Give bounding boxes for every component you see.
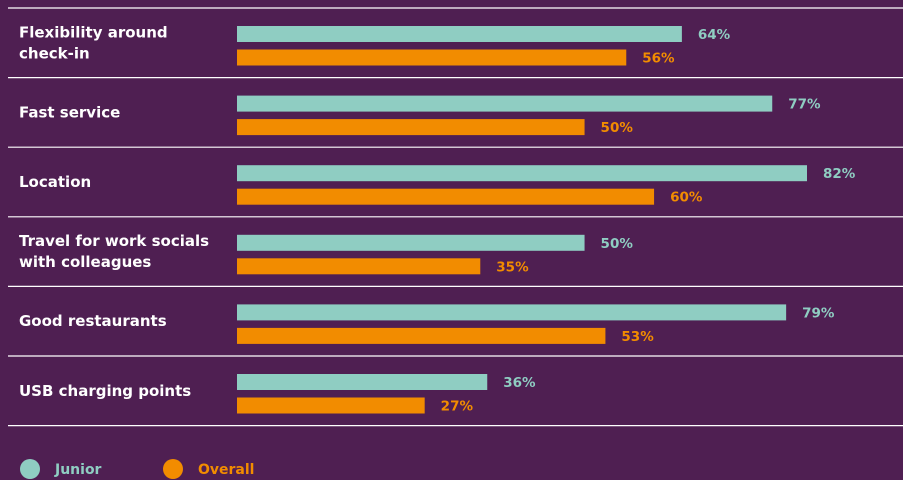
value-label-junior: 50% xyxy=(601,236,634,252)
legend-swatch-overall xyxy=(163,459,183,479)
bar-overall xyxy=(237,119,585,136)
bar-junior xyxy=(237,374,488,390)
value-label-junior: 79% xyxy=(802,305,835,321)
category-label: Location xyxy=(19,173,91,191)
bar-junior xyxy=(237,165,807,182)
category-label: USB charging points xyxy=(19,382,191,400)
bar-junior xyxy=(237,234,585,251)
value-label-junior: 36% xyxy=(503,375,536,391)
value-label-overall: 60% xyxy=(670,190,703,206)
bar-junior xyxy=(237,26,682,42)
bar-overall xyxy=(237,188,655,205)
value-label-overall: 50% xyxy=(601,120,634,136)
bar-overall xyxy=(237,397,425,414)
category-label: Travel for work socials with colleagues xyxy=(19,232,209,271)
value-label-overall: 53% xyxy=(621,329,654,345)
legend-label-overall: Overall xyxy=(198,462,254,478)
category-label: Flexibility around check-in xyxy=(19,23,168,62)
value-label-overall: 35% xyxy=(496,259,529,275)
value-label-overall: 56% xyxy=(642,51,675,67)
legend-swatch-junior xyxy=(20,459,40,479)
bar-overall xyxy=(237,327,606,344)
category-label-line: Travel for work socials xyxy=(19,232,209,250)
legend-label-junior: Junior xyxy=(54,462,102,478)
category-label-line: Good restaurants xyxy=(19,312,167,330)
bar-junior xyxy=(237,304,787,321)
value-label-overall: 27% xyxy=(441,399,474,415)
category-label-line: Location xyxy=(19,173,91,191)
category-label-line: with colleagues xyxy=(19,253,151,271)
value-label-junior: 82% xyxy=(823,166,856,182)
bar-overall xyxy=(237,49,627,66)
bar-overall xyxy=(237,258,481,275)
category-label-line: check-in xyxy=(19,44,90,62)
category-label: Good restaurants xyxy=(19,312,167,330)
category-label-line: USB charging points xyxy=(19,382,191,400)
category-label: Fast service xyxy=(19,103,120,121)
category-label-line: Flexibility around xyxy=(19,23,168,41)
bar-junior xyxy=(237,95,773,112)
value-label-junior: 64% xyxy=(698,27,731,43)
category-label-line: Fast service xyxy=(19,103,120,121)
value-label-junior: 77% xyxy=(788,97,821,113)
